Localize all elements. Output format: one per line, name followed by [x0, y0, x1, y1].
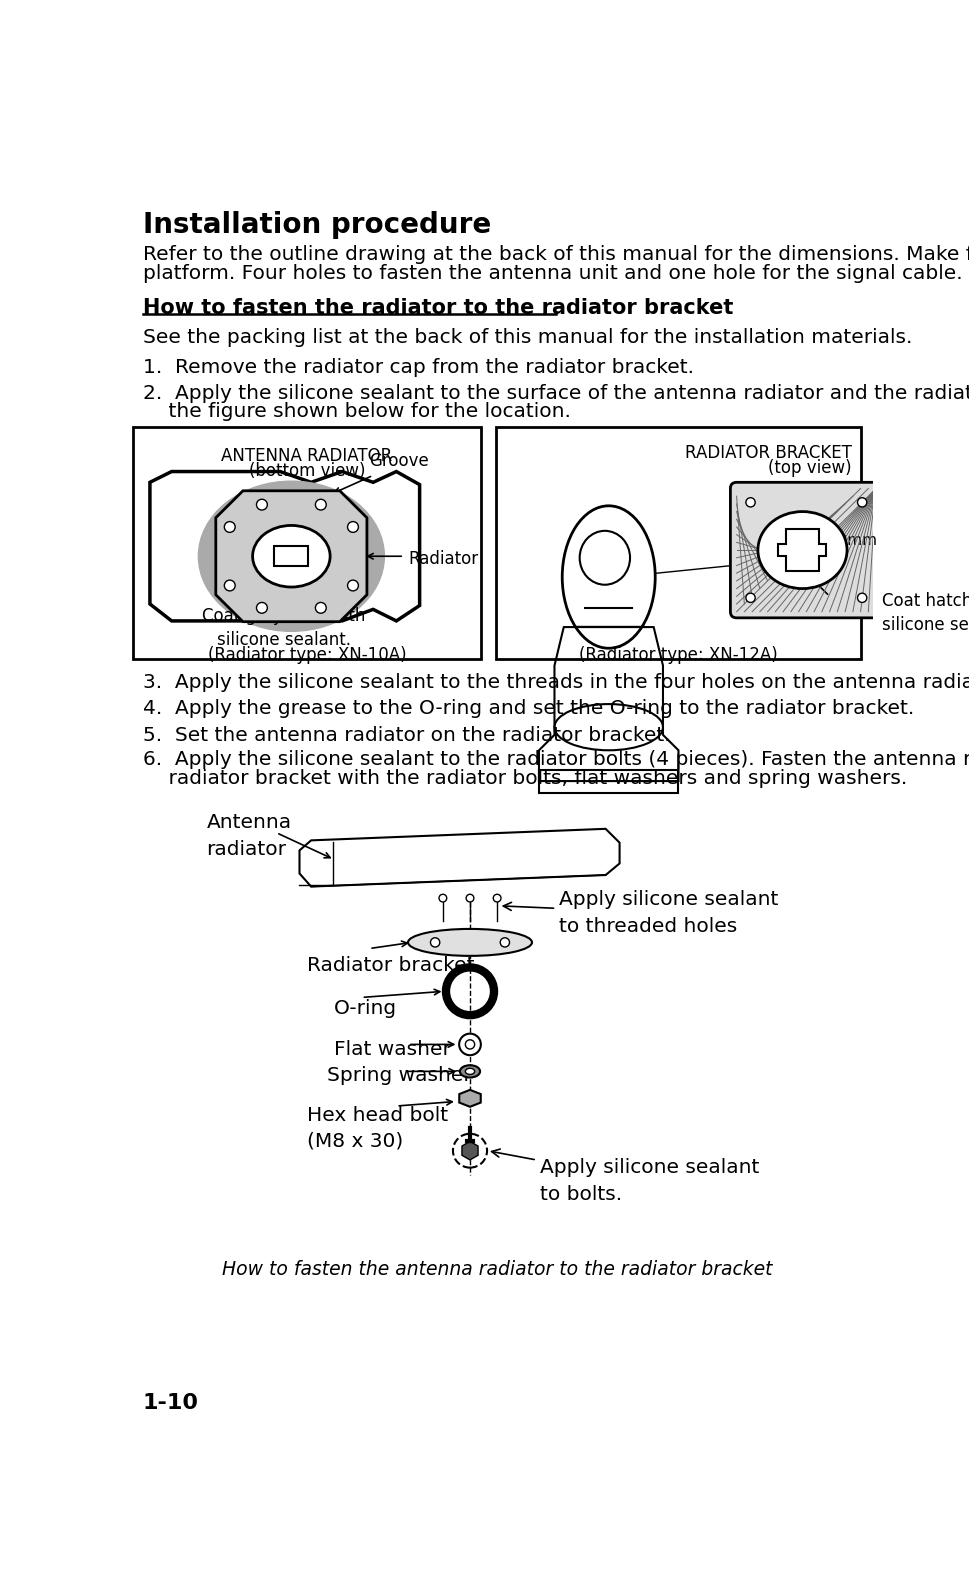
Polygon shape — [215, 490, 366, 621]
Circle shape — [500, 938, 509, 947]
Bar — [539, 770, 677, 792]
Circle shape — [466, 895, 474, 903]
Text: 6.  Apply the silicone sealant to the radiator bolts (4 pieces). Fasten the ante: 6. Apply the silicone sealant to the rad… — [142, 751, 969, 770]
Ellipse shape — [465, 1069, 474, 1075]
Text: 3.  Apply the silicone sealant to the threads in the four holes on the antenna r: 3. Apply the silicone sealant to the thr… — [142, 674, 969, 692]
Text: O-ring: O-ring — [334, 999, 397, 1018]
Ellipse shape — [757, 512, 846, 588]
Bar — [274, 545, 308, 566]
Circle shape — [315, 602, 326, 613]
Circle shape — [224, 522, 234, 533]
Circle shape — [745, 498, 755, 508]
Text: ANTENNA RADIATOR: ANTENNA RADIATOR — [221, 447, 392, 465]
Text: Spring washer: Spring washer — [327, 1067, 471, 1086]
Circle shape — [256, 602, 267, 613]
Bar — [133, 427, 481, 659]
Polygon shape — [150, 471, 420, 621]
Polygon shape — [778, 530, 826, 571]
Text: the figure shown below for the location.: the figure shown below for the location. — [142, 402, 570, 421]
Text: How to fasten the radiator to the radiator bracket: How to fasten the radiator to the radiat… — [142, 297, 733, 318]
Circle shape — [430, 938, 439, 947]
Circle shape — [493, 895, 500, 903]
Circle shape — [465, 1040, 474, 1050]
Circle shape — [224, 580, 234, 591]
Polygon shape — [458, 1089, 481, 1107]
Ellipse shape — [459, 1066, 480, 1078]
Circle shape — [857, 498, 866, 508]
Text: Radiator bracket: Radiator bracket — [307, 957, 474, 975]
Bar — [496, 427, 860, 659]
Text: (Radiator type: XN-10A): (Radiator type: XN-10A) — [207, 645, 406, 664]
Ellipse shape — [252, 525, 329, 587]
Circle shape — [857, 593, 866, 602]
Text: Refer to the outline drawing at the back of this manual for the dimensions. Make: Refer to the outline drawing at the back… — [142, 245, 969, 264]
Ellipse shape — [408, 930, 531, 957]
Text: Flat washer: Flat washer — [334, 1040, 451, 1059]
Text: 2.  Apply the silicone sealant to the surface of the antenna radiator and the ra: 2. Apply the silicone sealant to the sur… — [142, 384, 969, 403]
Text: RADIATOR BRACKET: RADIATOR BRACKET — [684, 444, 851, 462]
FancyBboxPatch shape — [730, 482, 882, 618]
Circle shape — [439, 895, 447, 903]
Text: (Radiator type: XN-12A): (Radiator type: XN-12A) — [578, 645, 777, 664]
Text: Radiator: Radiator — [408, 550, 478, 568]
Text: radiator bracket with the radiator bolts, flat washers and spring washers.: radiator bracket with the radiator bolts… — [142, 768, 906, 787]
Text: 10mm: 10mm — [828, 533, 876, 547]
Text: Coat grey area with
silicone sealant.: Coat grey area with silicone sealant. — [202, 607, 365, 648]
Circle shape — [347, 580, 358, 591]
Text: Antenna
radiator: Antenna radiator — [206, 813, 292, 858]
Text: Hex head bolt
(M8 x 30): Hex head bolt (M8 x 30) — [307, 1107, 448, 1149]
Circle shape — [458, 1034, 481, 1055]
Text: 5.  Set the antenna radiator on the radiator bracket.: 5. Set the antenna radiator on the radia… — [142, 726, 670, 745]
Text: Groove: Groove — [369, 452, 428, 470]
Text: 1-10: 1-10 — [142, 1393, 199, 1413]
Circle shape — [745, 593, 755, 602]
Text: platform. Four holes to fasten the antenna unit and one hole for the signal cabl: platform. Four holes to fasten the anten… — [142, 264, 961, 283]
Text: See the packing list at the back of this manual for the installation materials.: See the packing list at the back of this… — [142, 329, 912, 348]
Text: How to fasten the antenna radiator to the radiator bracket: How to fasten the antenna radiator to th… — [222, 1260, 771, 1279]
Text: (top view): (top view) — [767, 458, 851, 477]
Circle shape — [256, 500, 267, 511]
Text: Coat hatched area with
silicone sealant.: Coat hatched area with silicone sealant. — [882, 593, 969, 634]
Text: Apply silicone sealant
to bolts.: Apply silicone sealant to bolts. — [491, 1149, 759, 1203]
Text: (bottom view): (bottom view) — [248, 462, 364, 481]
Circle shape — [347, 522, 358, 533]
Text: 1.  Remove the radiator cap from the radiator bracket.: 1. Remove the radiator cap from the radi… — [142, 357, 693, 376]
Text: Installation procedure: Installation procedure — [142, 212, 490, 239]
Circle shape — [315, 500, 326, 511]
Polygon shape — [299, 828, 619, 887]
Polygon shape — [461, 1141, 478, 1160]
Text: 4.  Apply the grease to the O-ring and set the O-ring to the radiator bracket.: 4. Apply the grease to the O-ring and se… — [142, 699, 913, 718]
Text: Apply silicone sealant
to threaded holes: Apply silicone sealant to threaded holes — [503, 890, 778, 936]
Ellipse shape — [198, 481, 384, 631]
